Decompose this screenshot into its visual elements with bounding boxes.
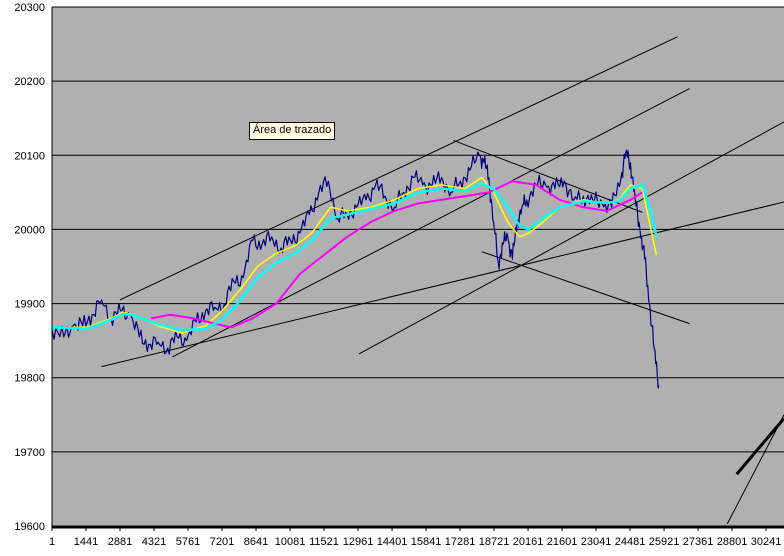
trendline xyxy=(481,251,690,325)
y-tick-label: 20000 xyxy=(14,224,45,236)
x-tick-label: 4321 xyxy=(142,536,166,548)
x-tick-label: 7201 xyxy=(210,536,234,548)
series-ma-slow-line xyxy=(151,180,643,329)
y-tick-labels: 19600 19700 19800 19900 20000 20100 20200 20300 xyxy=(14,2,45,533)
x-tick-label: 15841 xyxy=(411,536,442,548)
x-tick-label: 20161 xyxy=(513,536,544,548)
x-tick-label: 14401 xyxy=(377,536,408,548)
x-tick-label: 30241 xyxy=(751,536,782,548)
x-tick-label: 1 xyxy=(49,536,55,548)
x-tick-label: 17281 xyxy=(445,536,476,548)
y-tick-label: 19900 xyxy=(14,299,45,311)
x-tick-label: 10081 xyxy=(275,536,306,548)
x-tick-label: 21601 xyxy=(547,536,578,548)
x-tick-labels: 1 1441 2881 4321 5761 7201 8641 10081 11521 12961… xyxy=(49,527,781,548)
x-tick-label: 8641 xyxy=(244,536,268,548)
trendline xyxy=(101,201,784,368)
x-tick-label: 27361 xyxy=(683,536,714,548)
y-tick-label: 20200 xyxy=(14,76,45,88)
y-tick-label: 19800 xyxy=(14,373,45,385)
x-tick-label: 2881 xyxy=(108,536,132,548)
trendline xyxy=(358,121,784,355)
y-tick-label: 19700 xyxy=(14,447,45,459)
trendlines xyxy=(101,36,784,525)
trendline xyxy=(726,414,784,525)
x-tick-label: 12961 xyxy=(343,536,374,548)
trendline xyxy=(172,88,690,358)
y-tick-label: 20300 xyxy=(14,2,45,14)
trendline xyxy=(119,36,678,301)
gridlines xyxy=(52,6,784,453)
trendline xyxy=(735,417,784,476)
x-tick-label: 18721 xyxy=(479,536,510,548)
x-tick-label: 1441 xyxy=(74,536,98,548)
x-tick-label: 5761 xyxy=(176,536,200,548)
y-tick-label: 20100 xyxy=(14,150,45,162)
x-tick-label: 23041 xyxy=(581,536,612,548)
series-group xyxy=(51,149,660,389)
y-tick-label: 19600 xyxy=(14,521,45,533)
plot-area-tooltip: Área de trazado xyxy=(249,122,336,140)
x-tick-label: 28801 xyxy=(717,536,748,548)
x-tick-label: 11521 xyxy=(309,536,339,548)
x-tick-label: 24481 xyxy=(615,536,646,548)
series-price-line xyxy=(51,149,660,389)
series-ma-medium-line xyxy=(51,182,658,332)
x-tick-label: 25921 xyxy=(649,536,680,548)
plot-area[interactable] xyxy=(52,7,784,526)
